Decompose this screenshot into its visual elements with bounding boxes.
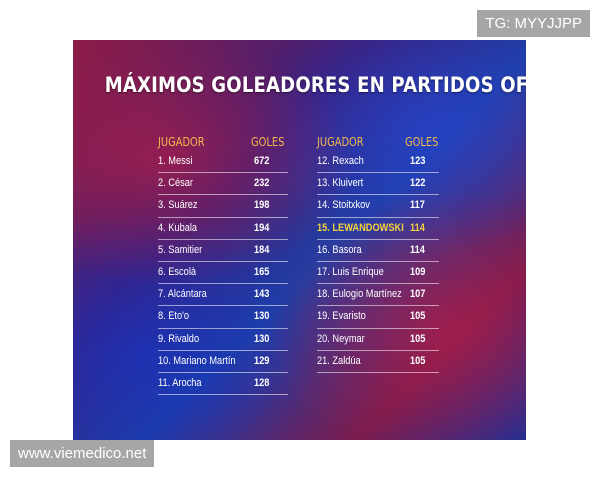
poster-title: MÁXIMOS GOLEADORES EN PARTIDOS OFICIALES xyxy=(104,73,526,97)
scorer-goals: 114 xyxy=(410,221,425,234)
scorer-row: 13. Kluivert 122 xyxy=(317,173,439,196)
scorer-row: 10. Mariano Martín 129 xyxy=(158,351,288,373)
scorer-row: 11. Arocha 128 xyxy=(158,373,288,396)
scorer-goals: 114 xyxy=(410,243,425,256)
scorer-row: 15. LEWANDOWSKI 114 xyxy=(317,218,439,240)
scorer-row: 14. Stoitxkov 117 xyxy=(317,195,439,218)
scorer-row: 4. Kubala 194 xyxy=(158,218,288,240)
header-player: JUGADOR xyxy=(158,135,205,149)
scorer-name: 14. Stoitxkov xyxy=(317,199,370,212)
scorer-name: 8. Eto'o xyxy=(158,310,190,323)
scorer-name: 15. LEWANDOWSKI xyxy=(317,221,404,234)
scorer-row: 8. Eto'o 130 xyxy=(158,306,288,329)
scorer-goals: 143 xyxy=(254,288,270,301)
scorer-goals: 109 xyxy=(410,265,426,278)
scorers-column-left: JUGADOR GOLES 1. Messi 672 2. César 232 3. S… xyxy=(158,135,288,396)
header-player: JUGADOR xyxy=(317,135,364,149)
top-scorers-poster: MÁXIMOS GOLEADORES EN PARTIDOS OFICIALES… xyxy=(73,40,526,440)
scorer-row: 19. Evaristo 105 xyxy=(317,306,439,329)
scorer-row: 6. Escolà 165 xyxy=(158,262,288,285)
scorer-goals: 130 xyxy=(254,310,270,323)
column-header: JUGADOR GOLES xyxy=(317,135,439,151)
scorer-name: 7. Alcántara xyxy=(158,288,207,301)
scorer-row: 1. Messi 672 xyxy=(158,151,288,174)
scorer-name: 2. César xyxy=(158,177,193,190)
scorer-name: 17. Luis Enrique xyxy=(317,265,384,278)
scorer-row: 18. Eulogio Martínez 107 xyxy=(317,284,439,307)
scorer-row: 9. Rivaldo 130 xyxy=(158,329,288,351)
scorer-name: 16. Basora xyxy=(317,243,362,256)
scorer-row: 2. César 232 xyxy=(158,173,288,196)
scorer-name: 21. Zaldúa xyxy=(317,354,361,367)
scorer-name: 11. Arocha xyxy=(158,376,202,389)
scorer-goals: 107 xyxy=(410,288,426,301)
scorer-name: 18. Eulogio Martínez xyxy=(317,288,402,301)
scorer-name: 4. Kubala xyxy=(158,221,198,234)
scorer-row: 17. Luis Enrique 109 xyxy=(317,262,439,285)
website-watermark: www.viemedico.net xyxy=(10,440,155,467)
scorer-goals: 117 xyxy=(410,199,425,212)
scorer-row: 20. Neymar 105 xyxy=(317,329,439,351)
header-goals: GOLES xyxy=(405,135,439,149)
scorer-goals: 105 xyxy=(410,354,426,367)
scorer-name: 6. Escolà xyxy=(158,265,197,278)
scorer-goals: 123 xyxy=(410,155,426,167)
scorer-name: 9. Rivaldo xyxy=(158,332,200,345)
scorer-row: 12. Rexach 123 xyxy=(317,151,439,174)
scorer-goals: 105 xyxy=(410,332,426,345)
scorer-name: 20. Neymar xyxy=(317,332,365,345)
scorer-goals: 194 xyxy=(254,221,270,234)
scorer-goals: 184 xyxy=(254,243,270,256)
scorer-goals: 128 xyxy=(254,376,270,389)
scorer-goals: 129 xyxy=(254,354,270,367)
scorer-name: 5. Samitier xyxy=(158,243,203,256)
scorer-row: 5. Samitier 184 xyxy=(158,240,288,262)
scorer-name: 12. Rexach xyxy=(317,155,364,167)
column-header: JUGADOR GOLES xyxy=(158,135,288,151)
scorer-row: 16. Basora 114 xyxy=(317,240,439,262)
scorer-list-right: 12. Rexach 123 13. Kluivert 122 14. Stoitxko… xyxy=(317,151,439,373)
scorer-goals: 122 xyxy=(410,177,426,190)
scorer-name: 13. Kluivert xyxy=(317,177,364,190)
scorer-name: 10. Mariano Martín xyxy=(158,354,236,367)
telegram-watermark: TG: MYYJJPP xyxy=(477,10,590,37)
scorer-name: 1. Messi xyxy=(158,155,193,167)
scorer-row: 7. Alcántara 143 xyxy=(158,284,288,307)
scorer-goals: 198 xyxy=(254,199,270,212)
scorers-column-right: JUGADOR GOLES 12. Rexach 123 13. Kluivert 1… xyxy=(317,135,439,373)
scorer-goals: 165 xyxy=(254,265,270,278)
scorer-goals: 672 xyxy=(254,155,270,167)
scorer-row: 3. Suárez 198 xyxy=(158,195,288,218)
header-goals: GOLES xyxy=(251,135,285,149)
scorer-list-left: 1. Messi 672 2. César 232 3. Suárez 198 4. Kub… xyxy=(158,151,288,396)
scorer-row: 21. Zaldúa 105 xyxy=(317,351,439,373)
scorer-name: 3. Suárez xyxy=(158,199,198,212)
scorer-goals: 130 xyxy=(254,332,270,345)
scorer-goals: 105 xyxy=(410,310,426,323)
scorer-name: 19. Evaristo xyxy=(317,310,366,323)
scorer-goals: 232 xyxy=(254,177,270,190)
